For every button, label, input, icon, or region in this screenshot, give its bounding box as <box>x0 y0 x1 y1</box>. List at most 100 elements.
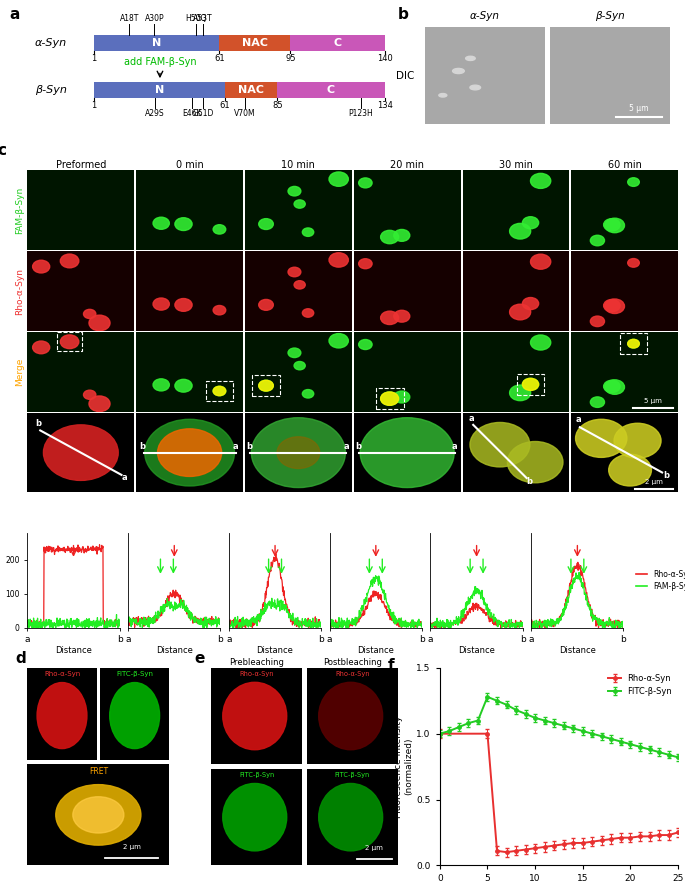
Circle shape <box>360 418 454 487</box>
Circle shape <box>251 418 345 487</box>
Y-axis label: FAM-β-Syn: FAM-β-Syn <box>16 186 25 234</box>
Text: a: a <box>232 442 238 451</box>
Circle shape <box>359 340 372 350</box>
Text: H50Q: H50Q <box>186 13 207 23</box>
Bar <box>290 35 384 50</box>
Circle shape <box>466 57 475 60</box>
X-axis label: Distance: Distance <box>559 645 596 654</box>
Y-axis label: Fluorescence
Intensity
(arb. units): Fluorescence Intensity (arb. units) <box>0 555 3 605</box>
Circle shape <box>510 385 531 401</box>
Bar <box>225 82 277 97</box>
Circle shape <box>60 335 79 349</box>
Circle shape <box>73 796 124 833</box>
Circle shape <box>609 454 651 486</box>
Circle shape <box>470 422 530 467</box>
Text: 2 μm: 2 μm <box>645 479 663 485</box>
Circle shape <box>510 305 531 320</box>
Circle shape <box>213 306 226 315</box>
Circle shape <box>605 218 625 233</box>
X-axis label: Distance: Distance <box>257 645 293 654</box>
Circle shape <box>175 298 192 312</box>
Circle shape <box>523 378 538 390</box>
Circle shape <box>288 268 301 276</box>
Circle shape <box>394 230 410 241</box>
Text: b: b <box>355 442 361 451</box>
Title: 30 min: 30 min <box>499 160 533 170</box>
Circle shape <box>523 378 538 390</box>
Circle shape <box>33 341 50 354</box>
Text: 2 μm: 2 μm <box>366 845 384 851</box>
Circle shape <box>294 200 306 208</box>
Legend: Rho-α-Syn, FAM-β-Syn: Rho-α-Syn, FAM-β-Syn <box>636 570 685 591</box>
Text: 5 μm: 5 μm <box>644 397 662 404</box>
Text: FRET: FRET <box>89 767 108 776</box>
Text: Rho-α-Syn: Rho-α-Syn <box>335 671 370 676</box>
Text: A29S: A29S <box>145 109 164 118</box>
Circle shape <box>259 219 273 230</box>
Circle shape <box>89 396 110 411</box>
Circle shape <box>329 334 349 348</box>
Circle shape <box>89 315 110 331</box>
Text: b: b <box>35 419 41 428</box>
Circle shape <box>590 235 605 245</box>
Title: 0 min: 0 min <box>176 160 203 170</box>
Text: 61: 61 <box>220 101 230 110</box>
Bar <box>376 389 403 409</box>
Text: 134: 134 <box>377 101 393 110</box>
Text: 61: 61 <box>214 54 225 64</box>
Circle shape <box>84 390 96 399</box>
Circle shape <box>381 311 399 325</box>
Bar <box>277 82 384 97</box>
Title: Preformed: Preformed <box>55 160 106 170</box>
Text: a: a <box>469 414 475 423</box>
Bar <box>252 375 280 396</box>
Circle shape <box>590 396 605 407</box>
Text: 140: 140 <box>377 54 393 64</box>
Circle shape <box>158 429 222 477</box>
Circle shape <box>223 683 287 750</box>
Circle shape <box>288 186 301 196</box>
Text: FITC-β-Syn: FITC-β-Syn <box>335 772 370 778</box>
Text: a: a <box>575 416 581 425</box>
Text: β-Syn: β-Syn <box>35 85 66 94</box>
Circle shape <box>627 259 639 268</box>
Circle shape <box>394 310 410 322</box>
Circle shape <box>394 391 410 403</box>
Y-axis label: Merge: Merge <box>16 358 25 386</box>
Circle shape <box>302 309 314 317</box>
Text: 5 μm: 5 μm <box>630 103 649 113</box>
Text: DIC: DIC <box>396 71 414 81</box>
Text: E46K: E46K <box>182 109 202 118</box>
Circle shape <box>627 339 639 348</box>
Text: 1: 1 <box>91 54 97 64</box>
Circle shape <box>523 216 538 229</box>
Circle shape <box>523 298 538 310</box>
Circle shape <box>319 683 383 750</box>
Text: d: d <box>15 652 26 667</box>
Bar <box>94 35 219 50</box>
Circle shape <box>605 299 625 313</box>
Text: add FAM-β-Syn: add FAM-β-Syn <box>124 57 197 67</box>
Circle shape <box>259 299 273 310</box>
Text: G51D: G51D <box>192 109 214 118</box>
Circle shape <box>145 419 234 486</box>
Title: 60 min: 60 min <box>608 160 642 170</box>
Text: c: c <box>0 143 6 158</box>
Text: b: b <box>246 442 252 451</box>
Circle shape <box>575 419 627 457</box>
Circle shape <box>627 177 639 186</box>
Text: C: C <box>327 85 335 94</box>
Circle shape <box>153 379 169 391</box>
Text: N: N <box>155 85 164 94</box>
Bar <box>219 35 290 50</box>
Text: b: b <box>398 7 409 22</box>
Circle shape <box>453 68 464 73</box>
Circle shape <box>288 348 301 358</box>
Circle shape <box>530 254 551 269</box>
Circle shape <box>614 423 661 458</box>
Text: A18T: A18T <box>120 13 139 23</box>
Y-axis label: Fluorescence intensity
(normalized): Fluorescence intensity (normalized) <box>394 715 414 818</box>
Circle shape <box>60 254 79 268</box>
Circle shape <box>530 335 551 350</box>
Text: FITC-β-Syn: FITC-β-Syn <box>239 772 274 778</box>
